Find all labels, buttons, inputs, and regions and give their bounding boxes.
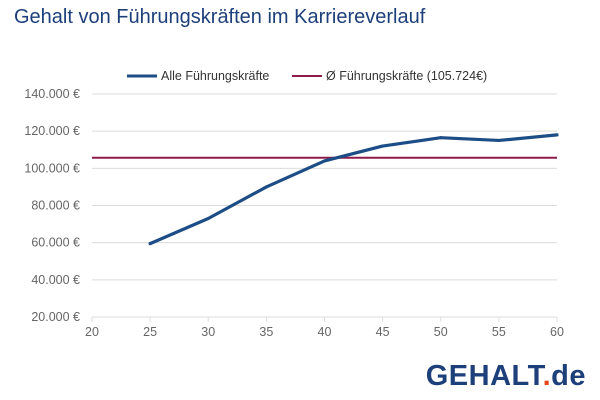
legend-label-average: Ø Führungskräfte (105.724€) — [326, 69, 487, 83]
y-tick-label: 40.000 € — [31, 273, 80, 287]
x-tick-label: 30 — [201, 325, 215, 339]
data-point — [264, 185, 268, 189]
gehalt-logo[interactable]: GEHALT.de — [426, 360, 586, 393]
x-tick-label: 40 — [318, 325, 332, 339]
y-tick-label: 100.000 € — [24, 161, 80, 175]
x-tick-label: 35 — [259, 325, 273, 339]
chart-title: Gehalt von Führungskräften im Karriereve… — [14, 6, 426, 28]
data-point — [555, 133, 559, 137]
logo-main: GEHALT — [425, 360, 543, 392]
y-tick-label: 20.000 € — [31, 310, 80, 324]
x-tick-label: 25 — [143, 325, 157, 339]
data-point — [323, 159, 326, 163]
x-tick-label: 20 — [85, 325, 99, 339]
series-line — [148, 133, 559, 246]
x-tick-label: 60 — [550, 325, 564, 339]
y-axis-ticks: 20.000 € 40.000 € 60.000 € 80.000 € 100.000 … — [24, 87, 80, 324]
logo-dot: . — [542, 360, 552, 392]
data-point — [381, 144, 385, 148]
line-chart: 20.000 € 40.000 € 60.000 € 80.000 € 100.000 … — [24, 69, 564, 339]
y-tick-label: 120.000 € — [24, 124, 80, 138]
y-tick-label: 80.000 € — [31, 199, 80, 213]
series-lines — [148, 133, 559, 246]
legend-label-series: Alle Führungskräfte — [161, 69, 269, 83]
grid-lines — [92, 93, 557, 318]
data-point — [439, 136, 443, 140]
y-tick-label: 60.000 € — [31, 236, 80, 250]
x-tick-label: 45 — [376, 325, 390, 339]
legend: Alle Führungskräfte Ø Führungskräfte (10… — [127, 69, 487, 83]
data-point — [148, 242, 152, 246]
y-tick-label: 140.000 € — [24, 87, 80, 101]
x-tick-label: 55 — [492, 325, 506, 339]
logo-tld: de — [551, 360, 586, 392]
data-point — [497, 138, 501, 142]
data-point — [206, 217, 210, 221]
x-tick-label: 50 — [434, 325, 448, 339]
x-axis-ticks: 20 25 30 35 40 45 50 55 60 — [85, 317, 564, 339]
